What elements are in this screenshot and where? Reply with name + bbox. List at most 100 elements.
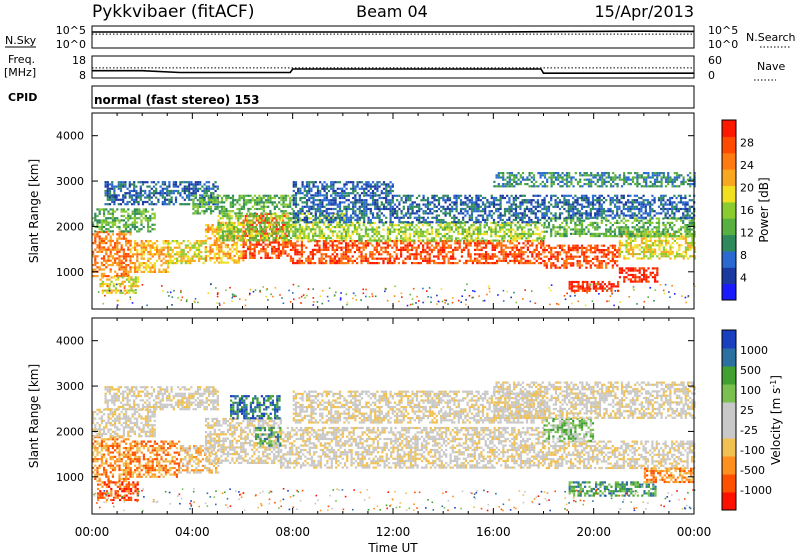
power-panel-cell <box>294 219 297 222</box>
power-panel-cell <box>448 226 451 229</box>
power-panel-cell <box>296 259 299 262</box>
power-panel-cell <box>262 201 265 204</box>
power-panel-cell <box>168 189 171 193</box>
power-panel-cell <box>142 217 145 220</box>
power-panel-cell <box>400 235 403 238</box>
power-panel-cell <box>318 234 321 237</box>
power-panel-cell <box>150 181 153 184</box>
power-panel-cell <box>286 203 290 206</box>
power-panel-cell <box>682 221 685 224</box>
power-panel-cell <box>457 226 460 229</box>
power-panel-cell <box>148 203 151 206</box>
power-panel-cell <box>277 228 280 231</box>
power-panel-cell <box>114 217 117 220</box>
power-panel-cell <box>400 246 403 249</box>
power-panel-cell <box>479 214 482 217</box>
power-panel-cell <box>396 199 399 202</box>
power-panel-cell <box>611 246 614 249</box>
power-panel-cell <box>569 264 573 267</box>
power-panel-cell <box>201 201 204 204</box>
power-panel-cell <box>226 226 229 229</box>
power-panel-cell <box>314 228 317 231</box>
power-panel-cell <box>103 221 106 224</box>
power-panel-cell <box>485 244 488 247</box>
power-panel-cell <box>127 212 130 215</box>
power-panel-cell <box>356 207 359 211</box>
power-panel-cell <box>255 217 258 220</box>
power-panel-cell <box>213 228 216 231</box>
power-panel-cell <box>484 210 487 213</box>
power-panel-cell <box>221 230 224 233</box>
power-panel-cell <box>252 221 255 224</box>
power-panel-cell <box>594 251 597 254</box>
power-panel-cell <box>167 270 170 273</box>
power-panel-cell <box>600 260 603 263</box>
power-panel-cell <box>522 253 525 256</box>
power-panel-cell <box>292 226 295 229</box>
power-panel-cell <box>489 255 492 258</box>
power-panel-cell <box>226 221 230 225</box>
power-panel-cell <box>415 246 418 249</box>
power-panel-cell <box>554 251 557 254</box>
power-panel-cell <box>215 230 219 233</box>
power-panel-cell <box>542 244 545 247</box>
power-panel-cell <box>543 237 546 240</box>
power-panel-cell <box>524 240 527 243</box>
power-panel-cell <box>122 230 125 233</box>
power-panel-cell <box>292 210 295 213</box>
power-panel-cell <box>281 237 284 240</box>
power-panel-cell <box>103 248 106 251</box>
power-panel-cell <box>479 224 482 227</box>
power-panel-cell <box>316 226 319 229</box>
power-panel-cell <box>518 242 521 245</box>
power-panel-cell <box>104 185 107 188</box>
power-panel-cell <box>576 232 579 235</box>
power-panel-cell <box>474 228 477 231</box>
power-panel-cell <box>343 194 346 197</box>
power-panel-cell <box>435 210 438 213</box>
power-panel-cell <box>171 262 174 265</box>
power-panel-cell <box>242 194 246 197</box>
power-panel-cell <box>662 224 665 227</box>
power-panel-cell <box>184 253 187 256</box>
power-panel-cell <box>389 257 392 260</box>
power-panel-cell <box>655 226 658 229</box>
power-panel-cell <box>360 214 364 217</box>
power-panel-cell <box>532 230 535 233</box>
power-panel-cell <box>616 235 619 238</box>
power-panel-cell <box>477 228 480 231</box>
power-panel-cell <box>682 237 685 240</box>
power-panel-cell <box>236 199 239 202</box>
power-panel-cell <box>611 253 614 256</box>
power-panel-cell <box>536 232 539 236</box>
power-panel-cell <box>594 228 597 231</box>
power-panel-cell <box>415 232 418 236</box>
power-panel-cell <box>342 253 345 256</box>
power-panel-cell <box>152 189 156 193</box>
power-panel-cell <box>518 224 521 227</box>
power-panel-cell <box>199 181 202 184</box>
power-panel-cell <box>290 219 293 222</box>
power-panel-cell <box>540 237 543 240</box>
power-panel-cell <box>284 194 287 197</box>
power-panel-cell <box>417 244 420 247</box>
power-panel-cell <box>645 242 648 245</box>
power-panel-cell <box>420 221 423 224</box>
power-panel-cell <box>308 207 311 211</box>
power-panel-cell <box>221 221 224 224</box>
power-panel-cell <box>352 216 355 219</box>
power-panel-cell <box>260 196 263 200</box>
power-panel-cell <box>676 242 679 245</box>
power-panel-cell <box>540 253 543 256</box>
power-panel-cell <box>188 189 191 193</box>
power-panel-cell <box>281 239 284 242</box>
power-panel-cell <box>629 246 632 249</box>
power-panel-cell <box>292 244 295 247</box>
power-panel-cell <box>268 226 271 229</box>
power-panel-cell <box>271 203 274 206</box>
power-panel-cell <box>375 262 378 265</box>
power-panel-cell <box>364 255 367 258</box>
power-panel-cell <box>207 200 211 204</box>
power-panel-cell <box>596 244 599 247</box>
power-panel-cell <box>605 264 608 267</box>
